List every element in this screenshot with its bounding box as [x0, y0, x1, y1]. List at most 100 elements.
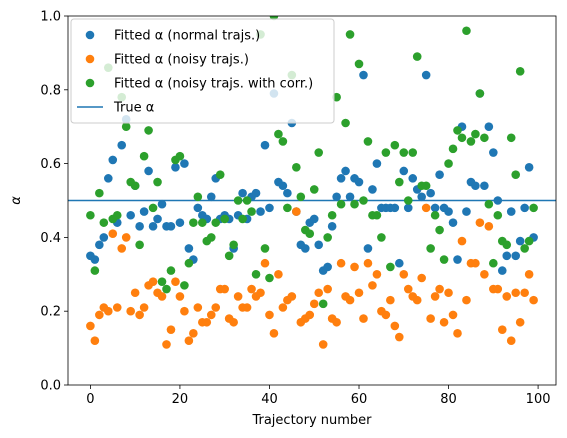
data-point — [354, 177, 364, 187]
data-point — [345, 192, 355, 202]
data-point — [108, 155, 118, 165]
data-point — [108, 229, 118, 239]
data-point — [238, 188, 247, 198]
legend-marker — [85, 54, 95, 64]
data-point — [153, 214, 162, 224]
data-point — [278, 137, 288, 146]
data-point — [229, 317, 238, 327]
data-point — [327, 222, 337, 231]
data-point — [309, 214, 319, 224]
data-point — [318, 299, 328, 309]
data-point — [390, 321, 400, 331]
data-point — [148, 222, 158, 231]
data-point — [502, 292, 512, 301]
data-point — [412, 295, 422, 305]
data-point — [336, 174, 346, 183]
y-axis-ticks: 0.0 0.2 0.4 0.6 0.8 1.0 — [40, 10, 68, 394]
x-axis-label: Trajectory number — [251, 413, 372, 428]
data-point — [484, 122, 494, 131]
data-point — [417, 192, 426, 202]
data-point — [421, 70, 431, 80]
data-point — [184, 258, 194, 268]
data-point — [269, 329, 279, 338]
data-point — [256, 288, 265, 298]
data-point — [354, 288, 364, 298]
data-point — [515, 236, 525, 246]
data-point — [139, 207, 149, 216]
data-point — [359, 70, 368, 80]
data-point — [117, 244, 127, 253]
legend: Fitted α (normal trajs.) Fitted α (noisy … — [70, 18, 335, 124]
data-point — [103, 174, 113, 183]
data-point — [323, 262, 332, 272]
data-point — [144, 166, 153, 176]
data-point — [184, 336, 194, 346]
data-point — [421, 181, 431, 191]
data-point — [511, 251, 521, 261]
data-point — [435, 225, 444, 235]
data-point — [90, 266, 100, 275]
data-point — [381, 148, 391, 157]
data-point — [475, 89, 485, 98]
data-point — [99, 218, 109, 227]
data-point — [99, 233, 109, 242]
x-tick-label: 60 — [351, 392, 368, 407]
data-point — [260, 258, 270, 268]
data-point — [453, 329, 462, 338]
data-point — [524, 270, 534, 279]
data-point — [309, 299, 319, 309]
data-point — [283, 203, 292, 213]
data-point — [350, 199, 359, 209]
data-point — [520, 288, 529, 298]
data-point — [193, 303, 203, 312]
data-point — [292, 207, 301, 216]
y-tick-label: 0.6 — [40, 157, 61, 172]
data-point — [278, 303, 288, 312]
data-point — [345, 295, 355, 305]
data-point — [86, 210, 95, 220]
data-point — [265, 273, 274, 283]
data-point — [515, 67, 525, 76]
data-point — [287, 292, 297, 301]
plot-frame — [67, 15, 557, 386]
x-tick-label: 100 — [526, 392, 551, 407]
data-point — [171, 162, 180, 172]
y-tick-label: 1.0 — [40, 10, 61, 25]
data-point — [121, 233, 131, 242]
data-point — [220, 284, 229, 294]
data-point — [462, 295, 471, 305]
data-point — [368, 185, 377, 194]
data-point — [529, 295, 538, 305]
data-point — [520, 244, 529, 253]
legend-label: Fitted α (noisy trajs. with corr.) — [114, 77, 313, 92]
data-point — [444, 159, 453, 168]
data-point — [260, 244, 270, 253]
data-point — [484, 222, 494, 231]
data-point — [206, 192, 216, 202]
data-point — [430, 210, 440, 220]
data-point — [345, 30, 355, 39]
data-point — [506, 336, 516, 346]
data-point — [90, 336, 100, 346]
data-point — [336, 199, 346, 209]
legend-box — [70, 18, 335, 124]
data-point — [489, 258, 498, 268]
data-point — [157, 277, 167, 286]
data-point — [444, 288, 453, 298]
data-point — [377, 233, 386, 242]
data-point — [426, 244, 435, 253]
data-point — [453, 126, 462, 135]
data-point — [202, 317, 212, 327]
data-point — [206, 233, 216, 242]
data-point — [103, 306, 113, 316]
data-point — [148, 277, 158, 286]
data-point — [144, 126, 153, 135]
data-point — [417, 273, 426, 283]
data-point — [466, 137, 476, 146]
data-point — [139, 303, 149, 312]
data-point — [381, 310, 391, 320]
data-point — [323, 233, 332, 242]
data-point — [493, 210, 503, 220]
data-point — [242, 196, 252, 205]
data-point — [395, 177, 404, 187]
